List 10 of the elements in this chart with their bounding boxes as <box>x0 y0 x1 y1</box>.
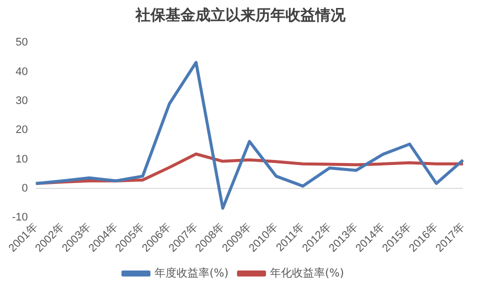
y-tick-label: 30 <box>16 94 28 107</box>
chart-title: 社保基金成立以来历年收益情况 <box>134 5 346 26</box>
y-tick-label: 50 <box>16 36 28 49</box>
y-tick-label: 10 <box>16 153 28 166</box>
legend-label: 年度收益率(%) <box>154 266 229 280</box>
y-tick-label: 0 <box>22 182 28 194</box>
legend-label: 年化收益率(%) <box>270 266 344 280</box>
y-tick-label: -10 <box>12 212 28 224</box>
y-tick-label: 20 <box>16 124 28 136</box>
y-tick-label: 40 <box>16 66 28 78</box>
